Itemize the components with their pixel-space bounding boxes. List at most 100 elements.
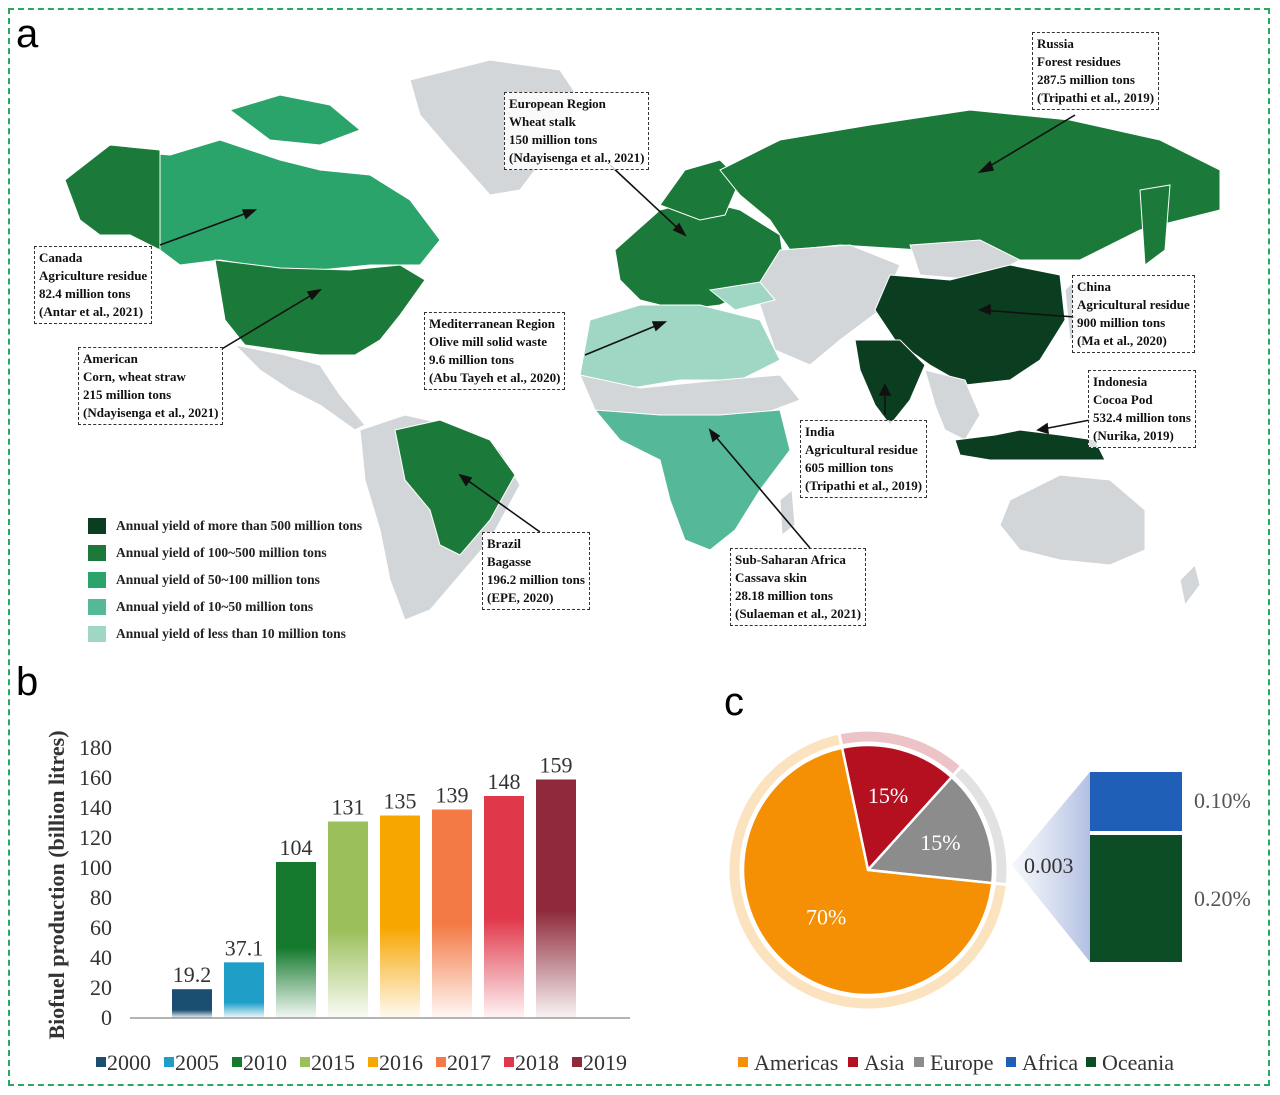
arrowhead-canada bbox=[241, 209, 258, 220]
map-turkey bbox=[708, 281, 776, 311]
bar-legend-swatch-2018 bbox=[504, 1057, 514, 1067]
callout-europe: European Region Wheat stalk 150 million … bbox=[504, 92, 650, 170]
map-legend-swatch bbox=[88, 625, 106, 642]
arrow-china bbox=[979, 309, 1076, 318]
callout-russia: Russia Forest residues 287.5 million ton… bbox=[1032, 32, 1160, 110]
pie-slice-Europe bbox=[865, 775, 995, 885]
figure-frame bbox=[8, 8, 1270, 1086]
map-brazil bbox=[394, 419, 516, 556]
map-legend-swatch bbox=[88, 598, 106, 615]
arrowhead-brazil bbox=[458, 473, 473, 487]
pie-slice-label: 70% bbox=[806, 904, 846, 929]
arrow-ssafrica bbox=[709, 429, 811, 549]
panel-letter-c: c bbox=[724, 680, 744, 724]
map-sub-saharan-africa bbox=[593, 409, 791, 551]
map-legend-item: Annual yield of 10~50 million tons bbox=[88, 593, 362, 620]
breakout-bar-Oceania bbox=[1090, 835, 1182, 962]
pie-legend-label: Asia bbox=[864, 1050, 905, 1075]
map-legend-item: Annual yield of more than 500 million to… bbox=[88, 512, 362, 539]
bar-2017 bbox=[432, 809, 472, 1018]
map-australia bbox=[999, 474, 1146, 566]
bar-legend-label: 2015 bbox=[311, 1050, 355, 1075]
bar-value-label: 159 bbox=[540, 753, 573, 778]
map-kamchatka bbox=[1139, 184, 1171, 266]
callout-indonesia: Indonesia Cocoa Pod 532.4 million tons (… bbox=[1088, 370, 1196, 448]
bar-2010 bbox=[276, 862, 316, 1018]
map-legend-label: Annual yield of 10~50 million tons bbox=[116, 598, 314, 614]
bar-value-label: 131 bbox=[332, 795, 365, 820]
arrow-russia bbox=[979, 114, 1076, 173]
pie-legend-swatch-Americas bbox=[738, 1057, 748, 1067]
callout-ssafrica: Sub-Saharan Africa Cassava skin 28.18 mi… bbox=[730, 548, 867, 626]
map-china bbox=[874, 264, 1066, 386]
callout-canada: Canada Agriculture residue 82.4 million … bbox=[34, 246, 153, 324]
bar-legend-swatch-2000 bbox=[96, 1057, 106, 1067]
arrowhead-america bbox=[306, 288, 323, 301]
bar-legend-label: 2005 bbox=[175, 1050, 219, 1075]
map-legend-label: Annual yield of 50~100 million tons bbox=[116, 571, 320, 587]
pie-legend-swatch-Asia bbox=[848, 1057, 858, 1067]
callout-india: India Agricultural residue 605 million t… bbox=[800, 420, 928, 498]
callout-mediterranean: Mediterranean Region Olive mill solid wa… bbox=[424, 312, 566, 390]
bar-2000 bbox=[172, 989, 212, 1018]
map-usa bbox=[214, 259, 426, 356]
callout-arrows bbox=[159, 114, 1091, 549]
panel-letter-a: a bbox=[16, 12, 39, 56]
callout-america: American Corn, wheat straw 215 million t… bbox=[78, 347, 224, 425]
y-axis-label: Biofuel production (billion litres) bbox=[44, 730, 69, 1039]
map-legend-label: Annual yield of 100~500 million tons bbox=[116, 544, 327, 560]
bar-legend-label: 2010 bbox=[243, 1050, 287, 1075]
pie-slice-Americas bbox=[741, 746, 994, 997]
arrowhead-indonesia bbox=[1036, 422, 1049, 435]
bar-legend-swatch-2017 bbox=[436, 1057, 446, 1067]
callout-china: China Agricultural residue 900 million t… bbox=[1072, 275, 1195, 353]
y-tick-label: 60 bbox=[90, 915, 112, 940]
arrow-brazil bbox=[459, 474, 541, 533]
pie-legend-swatch-Oceania bbox=[1086, 1057, 1096, 1067]
y-tick-label: 0 bbox=[101, 1005, 112, 1030]
world-map-panel: Russia Forest residues 287.5 million ton… bbox=[20, 20, 1260, 642]
map-legend-swatch bbox=[88, 517, 106, 534]
breakout-value-label: 0.10% bbox=[1194, 788, 1251, 813]
callout-brazil: Brazil Bagasse 196.2 million tons (EPE, … bbox=[482, 532, 590, 610]
y-tick-label: 180 bbox=[79, 735, 112, 760]
map-legend: Annual yield of more than 500 million to… bbox=[88, 512, 362, 647]
y-tick-label: 40 bbox=[90, 945, 112, 970]
breakout-value-label: 0.20% bbox=[1194, 886, 1251, 911]
bar-legend-swatch-2005 bbox=[164, 1057, 174, 1067]
arrow-europe bbox=[609, 164, 686, 236]
map-alaska bbox=[64, 144, 161, 251]
pie-legend-swatch-Europe bbox=[914, 1057, 924, 1067]
y-tick-label: 100 bbox=[79, 855, 112, 880]
map-india bbox=[854, 339, 926, 426]
bar-value-label: 148 bbox=[488, 769, 521, 794]
arrowhead-mediterranean bbox=[651, 321, 668, 332]
bar-value-label: 139 bbox=[436, 783, 469, 808]
bar-2015 bbox=[328, 821, 368, 1018]
bar-legend-swatch-2016 bbox=[368, 1057, 378, 1067]
y-tick-label: 120 bbox=[79, 825, 112, 850]
pie-slice-Asia bbox=[840, 743, 954, 873]
bar-2018 bbox=[484, 796, 524, 1018]
y-tick-label: 80 bbox=[90, 885, 112, 910]
pie-ring-Americas bbox=[726, 731, 1009, 1012]
map-arctic-islands bbox=[228, 94, 361, 146]
bar-legend-label: 2000 bbox=[107, 1050, 151, 1075]
map-russia bbox=[719, 109, 1221, 261]
bar-legend-label: 2016 bbox=[379, 1050, 423, 1075]
bar-legend-label: 2019 bbox=[583, 1050, 627, 1075]
arrowhead-china bbox=[978, 303, 991, 316]
pie-slice-label: 15% bbox=[868, 783, 908, 808]
biofuel-bar-chart: Biofuel production (billion litres) 0 20 40… bbox=[44, 730, 630, 1075]
arrow-mediterranean bbox=[584, 321, 666, 356]
bar-legend-label: 2018 bbox=[515, 1050, 559, 1075]
y-tick-label: 140 bbox=[79, 795, 112, 820]
pie-legend-label: Americas bbox=[754, 1050, 838, 1075]
arrow-america bbox=[219, 289, 321, 351]
y-tick-label: 160 bbox=[79, 765, 112, 790]
bar-2005 bbox=[224, 962, 264, 1018]
y-tick-label: 20 bbox=[90, 975, 112, 1000]
bar-2019 bbox=[536, 779, 576, 1018]
map-central-asia bbox=[754, 244, 901, 366]
bar-value-label: 104 bbox=[280, 835, 313, 860]
